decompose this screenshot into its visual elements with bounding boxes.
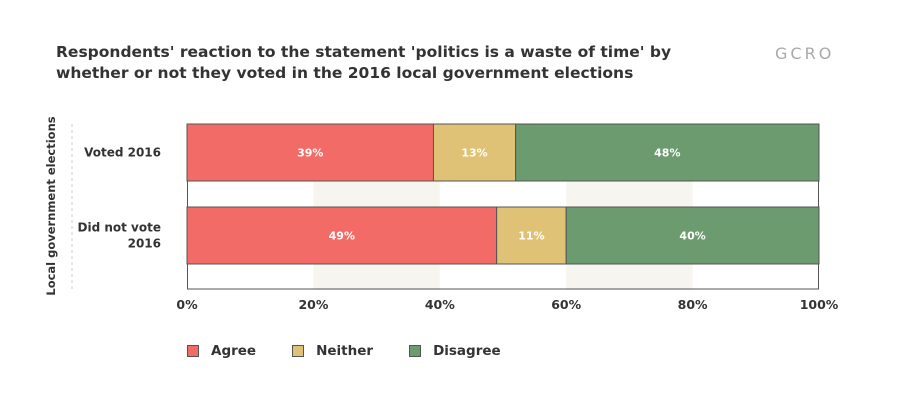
chart-title: Respondents' reaction to the statement '… bbox=[56, 43, 672, 82]
bar-value-label: 39% bbox=[297, 147, 323, 160]
category-label: Voted 2016 bbox=[84, 146, 161, 160]
x-tick-label: 0% bbox=[176, 297, 198, 312]
gcro-logo: GCRO bbox=[775, 44, 835, 63]
bar-value-label: 48% bbox=[654, 147, 680, 160]
x-tick-label: 20% bbox=[298, 297, 328, 312]
legend-swatch-agree bbox=[187, 345, 199, 357]
bar-value-label: 13% bbox=[461, 147, 487, 160]
y-axis-label: Local government elections bbox=[44, 116, 58, 295]
bar-agree-1 bbox=[186, 123, 434, 182]
bar-agree-2 bbox=[186, 206, 498, 265]
legend-swatch-neither bbox=[292, 345, 305, 357]
bar-disagree-2 bbox=[565, 206, 820, 265]
row-frame bbox=[187, 263, 819, 290]
chart-legend: Agree Neither Disagree bbox=[187, 343, 537, 359]
legend-label-neither: Neither bbox=[316, 343, 374, 359]
legend-label-agree: Agree bbox=[211, 343, 257, 359]
category-label: Did not vote bbox=[78, 221, 161, 235]
legend-item-disagree: Disagree bbox=[409, 343, 501, 359]
x-tick-label: 80% bbox=[678, 297, 708, 312]
x-tick-label: 40% bbox=[425, 297, 455, 312]
legend-item-agree: Agree bbox=[187, 343, 256, 359]
legend-item-neither: Neither bbox=[292, 343, 373, 359]
bar-segments bbox=[186, 123, 820, 290]
bar-value-label: 11% bbox=[518, 230, 544, 243]
legend-label-disagree: Disagree bbox=[433, 343, 501, 359]
row-frame bbox=[187, 180, 819, 208]
bar-value-label: 40% bbox=[679, 230, 705, 243]
x-axis-ticks: 0% 20% 40% 60% 80% 100% bbox=[176, 297, 838, 312]
x-tick-label: 100% bbox=[800, 297, 839, 312]
legend-swatch-disagree bbox=[409, 345, 422, 357]
x-tick-label: 60% bbox=[551, 297, 581, 312]
bar-neither-2 bbox=[496, 206, 567, 265]
category-labels: Voted 2016 Did not vote 2016 bbox=[78, 146, 161, 251]
bar-value-label: 49% bbox=[329, 230, 355, 243]
bar-disagree-1 bbox=[515, 123, 820, 182]
bar-value-labels: 39% 13% 48% 49% 11% 40% bbox=[297, 147, 706, 243]
category-label: 2016 bbox=[128, 237, 161, 251]
